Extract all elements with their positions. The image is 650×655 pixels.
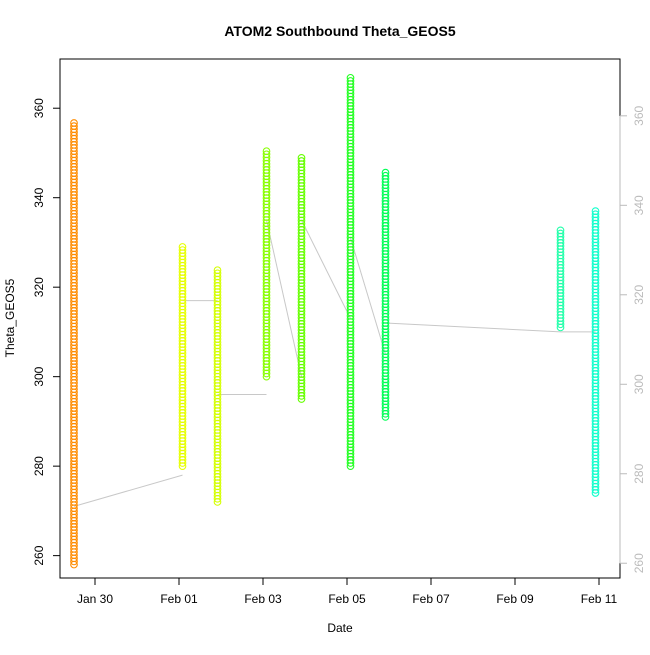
y-tick-label-right: 260 — [632, 553, 646, 573]
y-axis-right: 260 280 300 320 340 360 — [620, 105, 646, 573]
series-segment — [214, 267, 221, 505]
series-segment — [557, 227, 564, 331]
x-tick-label: Feb 07 — [412, 592, 450, 606]
x-tick-label: Feb 03 — [244, 592, 282, 606]
connector-lines — [74, 220, 596, 506]
data-series — [71, 74, 599, 567]
connector-line — [351, 238, 386, 354]
connector-line — [267, 220, 302, 377]
chart-title: ATOM2 Southbound Theta_GEOS5 — [224, 23, 455, 39]
x-axis: Jan 30 Feb 01 Feb 03 Feb 05 Feb 07 Feb 09 Feb … — [77, 578, 618, 606]
y-axis-left: 260 280 300 320 340 360 — [32, 98, 60, 566]
series-segment — [263, 148, 270, 380]
x-axis-label: Date — [327, 621, 353, 635]
y-tick-label-left: 260 — [32, 545, 46, 565]
y-tick-label-right: 280 — [632, 463, 646, 483]
x-tick-label: Jan 30 — [77, 592, 113, 606]
y-tick-label-left: 320 — [32, 277, 46, 297]
series-segment — [71, 120, 78, 568]
plot-area — [60, 59, 620, 578]
connector-line — [386, 323, 561, 332]
x-tick-label: Feb 01 — [160, 592, 198, 606]
series-segment — [592, 208, 599, 496]
y-tick-label-left: 280 — [32, 456, 46, 476]
connector-line — [74, 475, 183, 506]
series-segment — [298, 155, 305, 403]
x-tick-label: Feb 05 — [328, 592, 366, 606]
y-tick-label-right: 360 — [632, 105, 646, 125]
y-tick-label-left: 340 — [32, 187, 46, 207]
series-segment — [347, 74, 354, 469]
y-axis-label: Theta_GEOS5 — [3, 278, 17, 357]
x-tick-label: Feb 11 — [581, 592, 618, 606]
y-tick-label-right: 340 — [632, 195, 646, 215]
series-segment — [179, 244, 186, 470]
y-tick-label-right: 320 — [632, 284, 646, 304]
connector-line — [302, 220, 351, 318]
y-tick-label-right: 300 — [632, 374, 646, 394]
series-segment — [382, 169, 389, 420]
y-tick-label-left: 300 — [32, 366, 46, 386]
y-tick-label-left: 360 — [32, 98, 46, 118]
x-tick-label: Feb 09 — [496, 592, 534, 606]
